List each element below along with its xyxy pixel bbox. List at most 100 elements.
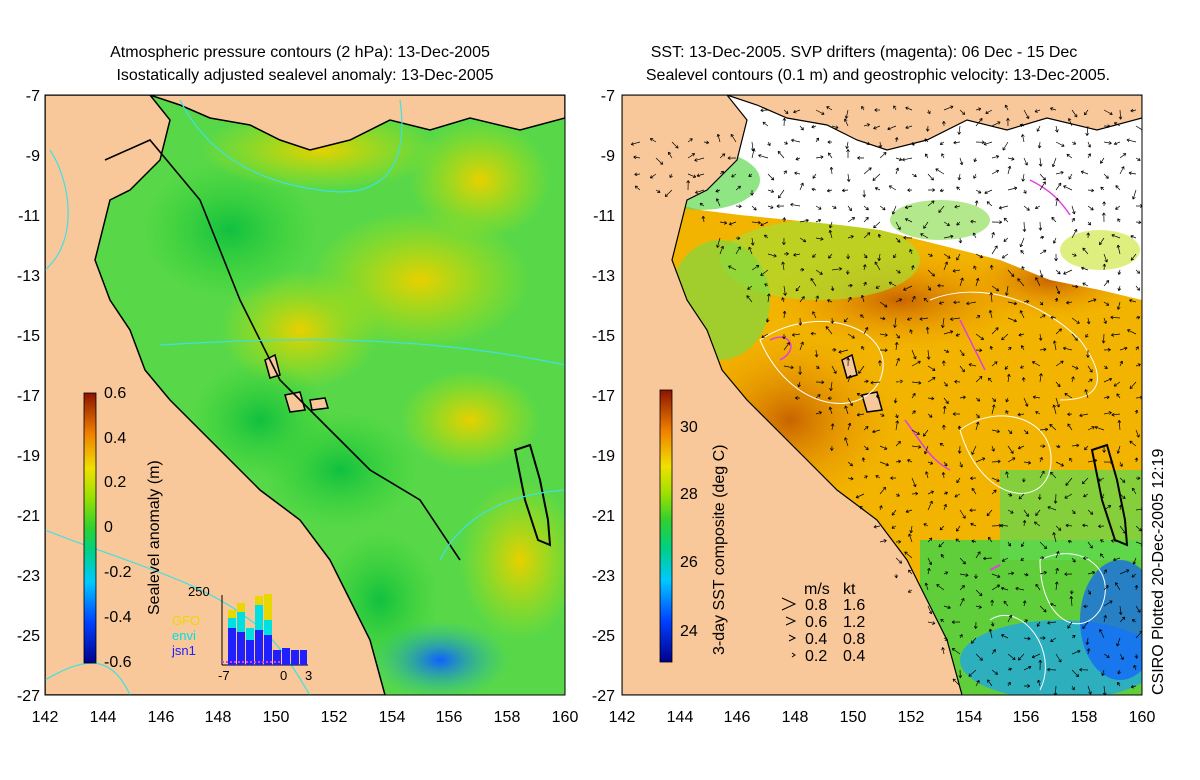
- velocity-arrow: [875, 475, 881, 479]
- velocity-arrow: [870, 380, 881, 385]
- left-colorbar-tick: 0.4: [104, 430, 126, 447]
- right-colorbar-tick: 24: [680, 623, 698, 640]
- velocity-arrow: [1101, 493, 1105, 499]
- velocity-arrow: [1050, 602, 1057, 607]
- velocity-arrow: [1115, 185, 1121, 191]
- lon-tick: 150: [840, 709, 867, 726]
- velocity-arrow: [956, 477, 961, 484]
- velocity-arrow: [951, 647, 961, 655]
- velocity-arrow: [943, 253, 951, 259]
- velocity-arrow: [815, 109, 825, 115]
- lat-tick: -25: [17, 628, 40, 645]
- velocity-arrow: [1055, 125, 1059, 133]
- velocity-arrow: [957, 125, 962, 135]
- velocity-arrow: [1065, 523, 1073, 528]
- lon-tick: 146: [148, 709, 175, 726]
- velocity-arrow: [1021, 173, 1025, 182]
- velocity-arrow: [1071, 228, 1078, 239]
- velocity-arrow: [1087, 378, 1093, 383]
- velocity-arrow: [1113, 557, 1121, 562]
- velocity-arrow: [1066, 153, 1073, 159]
- right-map-frame: [621, 94, 1143, 696]
- velocity-arrow: [1102, 445, 1106, 453]
- velocity-arrow: [911, 491, 919, 496]
- velocity-arrow: [1055, 567, 1059, 575]
- velocity-arrow: [847, 283, 853, 288]
- velocity-arrow: [1119, 461, 1123, 467]
- velocity-arrow: [799, 218, 809, 223]
- velocity-arrow: [815, 365, 820, 369]
- velocity-arrow: [1134, 409, 1139, 415]
- velocity-arrow: [815, 295, 819, 303]
- velocity-arrow: [1111, 539, 1121, 543]
- velocity-arrow: [1007, 317, 1017, 323]
- velocity-arrow: [895, 539, 902, 544]
- velocity-arrow: [782, 310, 787, 319]
- velocity-arrow: [951, 620, 961, 624]
- velocity-arrow: [1039, 249, 1047, 255]
- velocity-arrow: [959, 509, 966, 519]
- velocity-arrow: [879, 486, 886, 495]
- velocity-arrow: [924, 582, 929, 591]
- velocity-arrow: [1135, 525, 1142, 532]
- velocity-arrow: [777, 150, 785, 159]
- velocity-arrow: [863, 232, 871, 239]
- velocity-arrow: [1103, 301, 1110, 306]
- velocity-arrow: [811, 187, 817, 192]
- velocity-arrow: [1117, 419, 1122, 431]
- velocity-arrow: [783, 342, 790, 351]
- lon-tick: 152: [321, 709, 348, 726]
- velocity-arrow: [815, 269, 823, 275]
- velocity-legend-ms: 0.4: [805, 631, 827, 648]
- velocity-arrow: [1022, 221, 1027, 232]
- velocity-arrow: [989, 345, 994, 351]
- velocity-arrow: [1128, 171, 1137, 176]
- velocity-arrow: [1117, 269, 1122, 275]
- velocity-arrow: [1119, 346, 1128, 351]
- velocity-arrow: [925, 471, 929, 479]
- velocity-arrow: [878, 360, 882, 367]
- lon-tick: 158: [494, 709, 521, 726]
- velocity-arrow: [1003, 237, 1009, 242]
- velocity-arrow: [762, 121, 769, 127]
- velocity-arrow: [1133, 664, 1137, 671]
- velocity-arrow: [1087, 571, 1096, 575]
- velocity-arrow: [991, 231, 995, 239]
- velocity-arrow: [1119, 653, 1124, 661]
- velocity-arrow: [1082, 556, 1089, 561]
- velocity-arrow: [1131, 619, 1137, 623]
- velocity-arrow: [922, 429, 929, 437]
- velocity-arrow: [1035, 583, 1041, 591]
- velocity-arrow: [1005, 410, 1009, 415]
- velocity-arrow: [1135, 605, 1141, 613]
- velocity-arrow: [719, 153, 726, 159]
- velocity-arrow: [959, 634, 963, 639]
- velocity-arrow: [1007, 493, 1013, 497]
- velocity-arrow: [830, 423, 835, 431]
- velocity-arrow: [895, 333, 900, 339]
- velocity-arrow: [1020, 250, 1025, 255]
- velocity-arrow: [959, 349, 965, 357]
- velocity-arrow: [975, 140, 985, 145]
- velocity-arrow: [953, 140, 961, 145]
- velocity-arrow: [956, 186, 961, 191]
- velocity-arrow: [975, 680, 980, 687]
- velocity-arrow: [1038, 157, 1043, 167]
- velocity-arrow: [1054, 253, 1058, 262]
- velocity-arrow: [1126, 138, 1137, 143]
- velocity-arrow: [1035, 205, 1041, 210]
- velocity-arrow: [911, 173, 917, 178]
- velocity-arrow: [1087, 205, 1094, 211]
- velocity-arrow: [828, 229, 833, 239]
- lon-tick: 142: [609, 709, 636, 726]
- velocity-arrow: [1102, 212, 1106, 223]
- velocity-arrow: [1130, 253, 1137, 261]
- inset-legend-envi: envi: [172, 628, 196, 643]
- velocity-arrow: [1086, 349, 1090, 358]
- velocity-arrow: [905, 106, 913, 111]
- velocity-arrow: [879, 445, 888, 450]
- velocity-arrow: [975, 653, 983, 661]
- velocity-arrow: [894, 573, 899, 579]
- velocity-arrow: [751, 265, 760, 271]
- velocity-arrow: [847, 374, 852, 383]
